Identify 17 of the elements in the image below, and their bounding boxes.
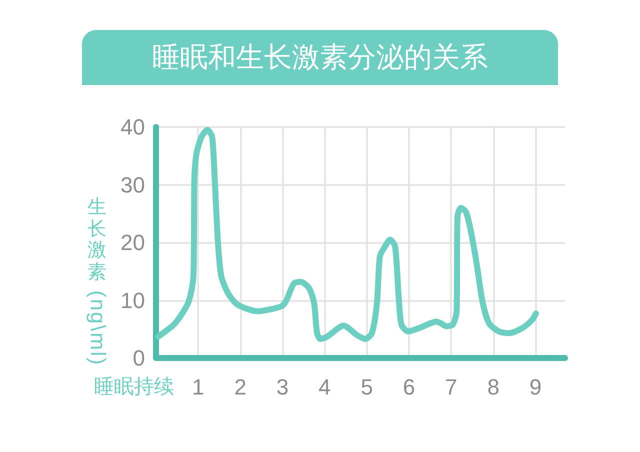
y-axis-title: 生长激素 (ng\ml) [86, 197, 109, 366]
x-tick-label: 5 [360, 374, 373, 400]
x-tick-label: 6 [402, 374, 416, 400]
x-tick-label: 8 [487, 374, 500, 400]
x-tick-label: 1 [192, 374, 204, 400]
chart-title: 睡眠和生长激素分泌的关系 [152, 42, 488, 72]
x-tick-label: 2 [234, 374, 246, 400]
x-tick-label: 4 [318, 374, 331, 400]
x-tick-label: 3 [276, 374, 289, 400]
y-tick-label: 20 [120, 230, 145, 255]
x-tick-label: 9 [529, 374, 542, 400]
x-axis-title: 睡眠持续 [94, 376, 174, 398]
x-tick-label: 7 [445, 374, 458, 400]
y-tick-label: 0 [132, 346, 145, 370]
y-tick-label: 30 [120, 172, 145, 198]
y-tick-label: 40 [120, 114, 145, 140]
y-tick-label: 10 [120, 288, 145, 313]
